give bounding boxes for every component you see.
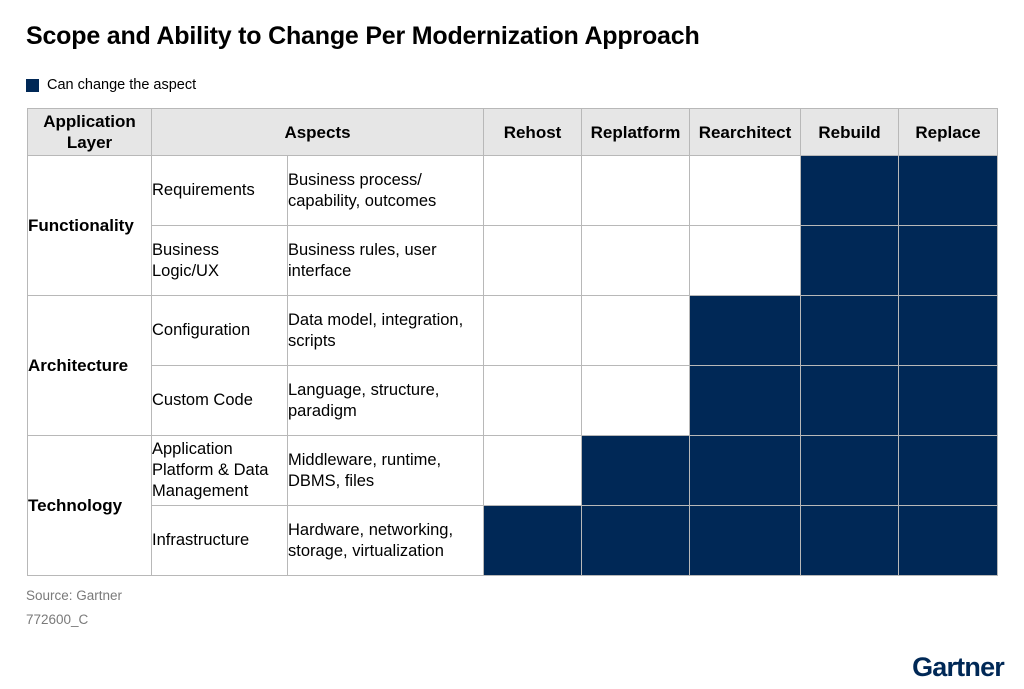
aspect-detail: Language, structure, paradigm <box>286 365 485 436</box>
table-row: Custom Code Language, structure, paradig… <box>28 365 999 436</box>
table-row: Technology Application Platform & Data M… <box>27 435 999 576</box>
aspect-detail: Middleware, runtime, DBMS, files <box>286 435 485 506</box>
matrix-cell <box>800 295 900 366</box>
aspect-detail: Business process/ capability, outcomes <box>286 155 485 226</box>
matrix-cell <box>689 155 802 226</box>
matrix-cell <box>483 155 583 226</box>
aspect-label: Application Platform & Data Management <box>151 435 288 506</box>
matrix-cell <box>689 365 802 436</box>
matrix-cell <box>898 225 999 296</box>
chart-title: Scope and Ability to Change Per Moderniz… <box>26 22 700 50</box>
matrix-cell <box>898 155 999 226</box>
matrix-cell <box>689 505 802 576</box>
matrix-cell <box>898 365 999 436</box>
legend-swatch <box>26 78 39 92</box>
matrix-cell <box>898 505 999 576</box>
matrix-cell <box>800 225 900 296</box>
figure-code: 772600_C <box>26 612 89 627</box>
header-approach-replace: Replace <box>898 108 999 156</box>
matrix-cell <box>581 435 691 506</box>
matrix-cell <box>898 295 999 366</box>
matrix-cell <box>483 295 583 366</box>
matrix-cell <box>581 365 691 436</box>
matrix-cell <box>581 295 691 366</box>
matrix-cell <box>800 505 900 576</box>
layer-technology: Technology <box>27 435 152 576</box>
legend-label: Can change the aspect <box>47 77 197 93</box>
legend: Can change the aspect <box>26 76 196 94</box>
table-row: Architecture Configuration Data model, i… <box>27 295 999 436</box>
aspect-label: Custom Code <box>151 365 288 436</box>
matrix-cell <box>581 505 691 576</box>
matrix-cell <box>898 435 999 506</box>
header-approach-rebuild: Rebuild <box>800 108 900 156</box>
matrix-cell <box>800 155 900 226</box>
gartner-logo: Gartner <box>912 652 1005 682</box>
aspect-detail: Business rules, user interface <box>286 225 485 296</box>
matrix-cell <box>689 225 802 296</box>
layer-functionality: Functionality <box>27 155 152 296</box>
header-approach-rehost: Rehost <box>483 108 583 156</box>
aspect-detail: Hardware, networking, storage, virtualiz… <box>286 505 485 576</box>
matrix-cell <box>689 435 802 506</box>
matrix-cell <box>483 365 583 436</box>
matrix-cell <box>581 155 691 226</box>
table-row: Business Logic/UX Business rules, user i… <box>28 225 999 296</box>
aspect-label: Requirements <box>151 155 288 226</box>
matrix-cell <box>689 295 802 366</box>
modernization-matrix: Application Layer Aspects Rehost Replatf… <box>27 108 999 576</box>
header-row: Application Layer Aspects Rehost Replatf… <box>27 108 999 156</box>
aspect-detail: Data model, integration, scripts <box>286 295 485 366</box>
matrix-cell <box>483 505 583 576</box>
aspect-label: Infrastructure <box>151 505 288 576</box>
matrix-cell <box>581 225 691 296</box>
source-note: Source: Gartner <box>26 588 123 603</box>
header-layer: Application Layer <box>27 108 152 156</box>
header-approach-rearchitect: Rearchitect <box>689 108 802 156</box>
aspect-label: Business Logic/UX <box>151 225 288 296</box>
header-aspects: Aspects <box>150 108 485 156</box>
aspect-label: Configuration <box>151 295 288 366</box>
matrix-cell <box>483 225 583 296</box>
table-row: Infrastructure Hardware, networking, sto… <box>28 505 999 576</box>
table-row: Functionality Requirements Business proc… <box>27 155 999 296</box>
header-approach-replatform: Replatform <box>581 108 691 156</box>
layer-architecture: Architecture <box>27 295 152 436</box>
matrix-cell <box>800 435 900 506</box>
matrix-cell <box>800 365 900 436</box>
matrix-cell <box>483 435 583 506</box>
